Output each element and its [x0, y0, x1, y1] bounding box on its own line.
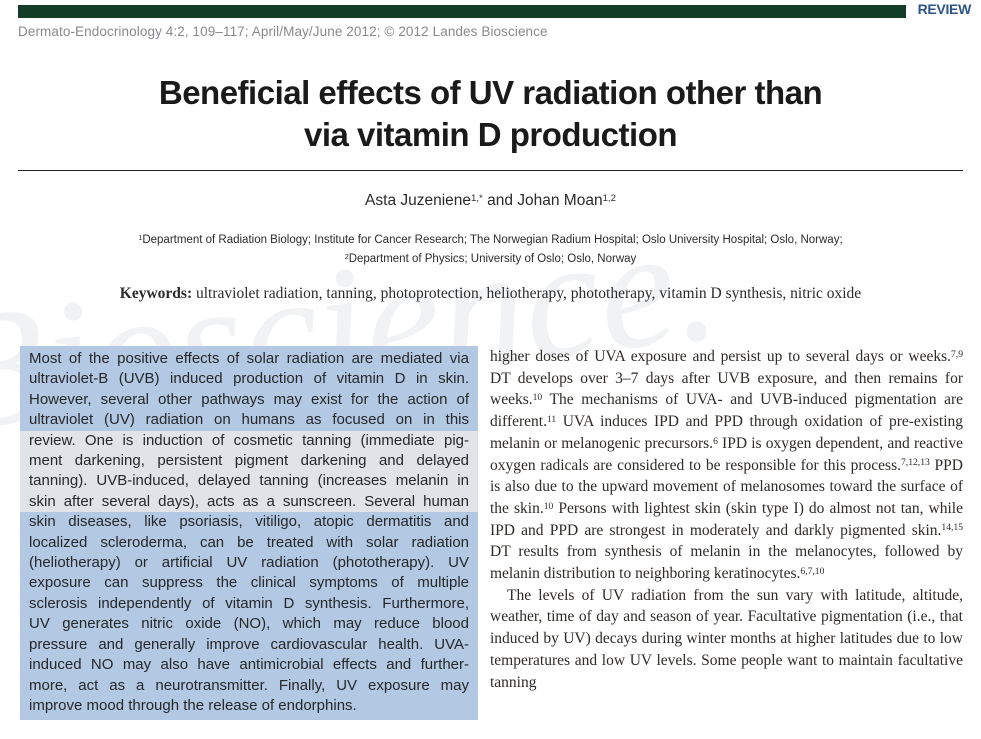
- authors-line: Asta Juzeniene1,* and Johan Moan1,2: [365, 192, 616, 209]
- reference-superscript: 1,*: [471, 192, 483, 204]
- review-label: REVIEW: [917, 1, 972, 17]
- affiliations: 1Department of Radiation Biology; Instit…: [0, 231, 981, 269]
- abstract-line: pressure and generally improve cardiovas…: [20, 634, 478, 656]
- title-line-2: via vitamin D production: [303, 116, 678, 153]
- affiliation-superscript: 1: [138, 233, 143, 242]
- affiliation-line: 2Department of Physics; University of Os…: [344, 252, 637, 265]
- keywords-label: Keywords:: [119, 285, 193, 302]
- abstract-line: ultraviolet-B (UVB) induced production o…: [20, 369, 478, 390]
- body-paragraph: higher doses of UVA exposure and persist…: [490, 348, 963, 583]
- abstract-line: localized scleroderma, can be treated wi…: [20, 532, 478, 554]
- reference-superscript: 10: [543, 500, 554, 512]
- abstract-line: induced NO may also have antimicrobial e…: [20, 655, 478, 676]
- reference-superscript: 6,7,10: [800, 565, 825, 577]
- reference-superscript: 10: [532, 392, 543, 404]
- abstract-box: Most of the positive effects of solar ra…: [20, 346, 478, 721]
- abstract-line: skin after several days), acts as a suns…: [29, 492, 469, 510]
- reference-superscript: 14,15: [941, 522, 963, 534]
- affiliation-line: 1Department of Radiation Biology; Instit…: [138, 233, 843, 246]
- abstract-line: ultraviolet (UV) radiation on humans as …: [20, 410, 478, 431]
- abstract-line: exposure can suppress the clinical sympt…: [20, 573, 478, 594]
- keywords-line: Keywords: ultraviolet radiation, tanning…: [0, 285, 981, 303]
- abstract-line: Most of the positive effects of solar ra…: [20, 346, 478, 370]
- body-column: higher doses of UVA exposure and persist…: [490, 346, 963, 693]
- abstract-line: review. One is induction of cosmetic tan…: [29, 431, 469, 449]
- abstract-line: (heliotherapy) or artificial UV radiatio…: [20, 553, 478, 574]
- abstract-line: However, several other pathways may exis…: [20, 389, 478, 411]
- reference-superscript: 1,2: [602, 192, 616, 204]
- affiliation-superscript: 2: [344, 252, 349, 261]
- abstract-line: tanning). UVB-induced, delayed tanning (…: [29, 472, 469, 490]
- abstract-line: improve mood through the release of endo…: [20, 695, 478, 721]
- title-line-1: Beneficial effects of UV radiation other…: [158, 74, 823, 111]
- two-column-body: Most of the positive effects of solar ra…: [20, 346, 963, 721]
- header-band: [18, 5, 906, 18]
- title-rule: [18, 170, 963, 171]
- page-title: Beneficial effects of UV radiation other…: [0, 72, 981, 156]
- body-paragraph: The levels of UV radiation from the sun …: [490, 586, 963, 691]
- reference-superscript: 7,9: [951, 348, 963, 360]
- abstract-line: more, act as a neurotransmitter. Finally…: [20, 675, 478, 696]
- reference-superscript: 6: [713, 435, 718, 447]
- reference-superscript: 7,12,13: [901, 457, 930, 469]
- abstract-line: UV generates nitric oxide (NO), which ma…: [20, 614, 478, 635]
- keywords-text: ultraviolet radiation, tanning, photopro…: [192, 285, 862, 302]
- abstract-line: skin diseases, like psoriasis, vitiligo,…: [20, 512, 478, 533]
- abstract-line: sclerosis independently of vitamin D syn…: [20, 593, 478, 615]
- journal-citation-line: Dermato-Endocrinology 4:2, 109–117; Apri…: [18, 24, 548, 39]
- reference-superscript: 11: [546, 413, 557, 425]
- abstract-line: ment darkening, persistent pigment darke…: [29, 452, 469, 470]
